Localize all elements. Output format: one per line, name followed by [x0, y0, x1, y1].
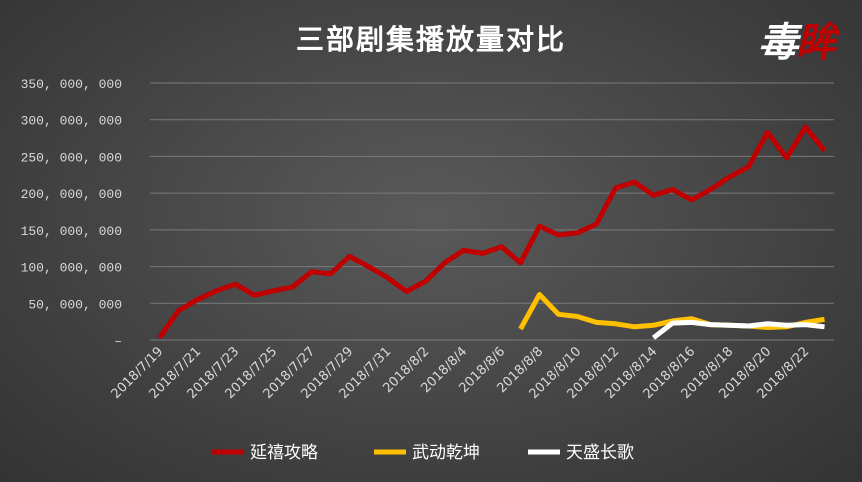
y-tick-label: 50, 000, 000 — [28, 297, 122, 312]
series-line-1 — [157, 124, 827, 340]
logo-main-char: 毒 — [758, 20, 798, 66]
y-tick-label: 200, 000, 000 — [21, 187, 122, 202]
logo-accent-char: 眸 — [796, 20, 836, 66]
series-line-3 — [651, 319, 825, 340]
series-lines — [157, 124, 827, 340]
y-tick-label: 250, 000, 000 — [21, 150, 122, 165]
y-axis: – 50, 000, 000 100, 000, 000 150, 000, 000 2… — [21, 77, 122, 349]
legend: 延禧攻略 武动乾坤 天盛长歌 — [212, 443, 634, 463]
legend-label: 天盛长歌 — [566, 443, 634, 463]
legend-label: 武动乾坤 — [412, 443, 480, 463]
y-tick-label: – — [114, 334, 122, 349]
y-tick-label: 350, 000, 000 — [21, 77, 122, 92]
y-tick-label: 150, 000, 000 — [21, 224, 122, 239]
gridlines — [150, 82, 834, 341]
x-axis: 2018/7/192018/7/212018/7/232018/7/252018… — [109, 344, 813, 402]
chart-title: 三部剧集播放量对比 — [295, 23, 566, 56]
legend-label: 延禧攻略 — [250, 443, 318, 463]
y-tick-label: 300, 000, 000 — [21, 114, 122, 129]
y-tick-label: 100, 000, 000 — [21, 261, 122, 276]
brand-logo: 毒眸 — [758, 10, 836, 68]
